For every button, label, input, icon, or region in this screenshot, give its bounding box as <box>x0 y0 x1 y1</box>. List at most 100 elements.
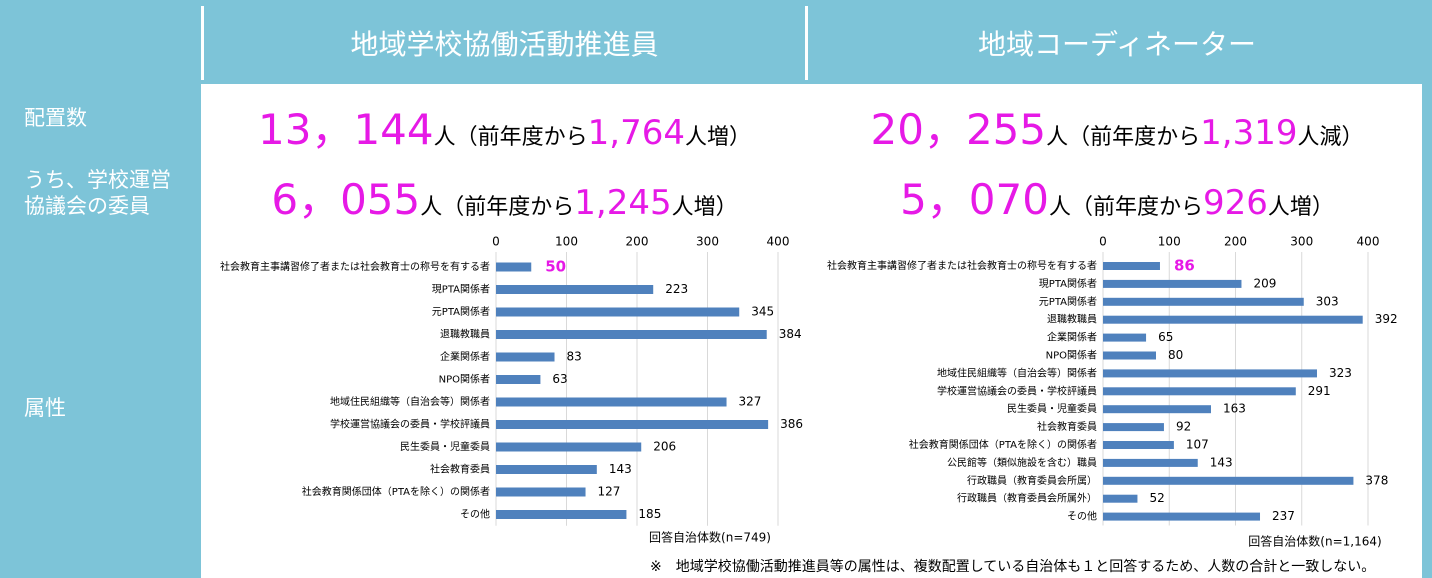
x-tick-label: 400 <box>767 236 790 249</box>
bar <box>496 510 627 519</box>
bar <box>496 330 767 339</box>
value-label: 386 <box>780 417 803 431</box>
x-tick-label: 400 <box>1357 236 1380 249</box>
x-tick-label: 300 <box>696 236 719 249</box>
value-label: 143 <box>609 462 632 476</box>
bar <box>1103 441 1174 449</box>
value-label: 92 <box>1176 420 1191 434</box>
bar <box>1103 369 1317 378</box>
category-label: 学校運営協議会の委員・学校評議員 <box>937 384 1097 397</box>
bar <box>1103 297 1304 306</box>
bar <box>1103 458 1198 467</box>
x-tick-label: 200 <box>1224 236 1247 249</box>
bar <box>496 375 541 384</box>
bar <box>1103 512 1261 521</box>
category-label: 公民館等（類似施設を含む）職員 <box>947 456 1097 469</box>
category-label: 地域住民組織等（自治会等）関係者 <box>330 395 490 408</box>
bar <box>496 352 555 362</box>
row-label-text: うち、学校運営協議会の委員 <box>24 168 171 218</box>
bar <box>496 307 740 317</box>
row-label: 属性 <box>8 236 197 578</box>
x-tick-label: 300 <box>1290 236 1313 249</box>
bar <box>1103 279 1242 288</box>
count: 20，255 <box>870 105 1047 154</box>
category-label: 現PTA関係者 <box>1039 278 1097 290</box>
value-label: 63 <box>552 372 567 386</box>
bar <box>1103 333 1147 342</box>
x-tick-label: 200 <box>626 236 649 249</box>
value-label: 303 <box>1316 294 1339 308</box>
unit: 人（前年度から <box>1046 125 1201 150</box>
bar <box>496 420 769 429</box>
value-label: 327 <box>739 395 762 409</box>
category-label: 行政職員（教育委員会所属外） <box>957 492 1097 505</box>
bar <box>496 442 642 452</box>
unit: 人（前年度から <box>433 125 588 150</box>
change: 926 <box>1202 183 1268 223</box>
bar <box>1103 476 1354 485</box>
row-label: うち、学校運営協議会の委員 <box>8 154 197 232</box>
category-label: 退職教職員 <box>440 328 490 341</box>
bar <box>1103 387 1296 396</box>
bar <box>496 465 597 474</box>
x-tick-label: 100 <box>555 236 578 249</box>
category-label: 行政職員（教育委員会所属） <box>967 474 1097 487</box>
unit: 人（前年度から <box>420 195 575 220</box>
x-tick-label: 100 <box>1158 236 1181 249</box>
category-label: 元PTA関係者 <box>432 306 490 318</box>
category-label: 退職教職員 <box>1047 313 1097 326</box>
category-label: その他 <box>1067 510 1097 523</box>
count-cell: 13，144 人（前年度から 1,764 人増） <box>201 84 808 154</box>
value-label: 80 <box>1168 348 1183 362</box>
bar <box>496 487 586 497</box>
value-label: 378 <box>1365 473 1388 487</box>
annotation: 回答自治体数(n=1,164) <box>1248 534 1381 549</box>
category-label: 社会教育関係団体（PTAを除く）の関係者 <box>909 438 1097 451</box>
category-label: 現PTA関係者 <box>432 284 490 296</box>
category-label: 地域住民組織等（自治会等）関係者 <box>937 366 1097 379</box>
count: 13，144 <box>258 105 434 154</box>
category-label: その他 <box>460 508 490 521</box>
corner <box>0 0 197 80</box>
category-label: 企業関係者 <box>1047 331 1097 344</box>
chart: 0 100 200 300 400 社会教育主事講習修了者または社会教育士の称号を有する者… <box>827 236 1398 549</box>
bar <box>1103 494 1138 503</box>
bar <box>1103 262 1160 270</box>
value-label: 83 <box>567 350 582 364</box>
value-label: 206 <box>653 440 676 454</box>
sep <box>201 150 1422 154</box>
count-cell: 6，055 人（前年度から 1,245 人増） <box>201 154 808 232</box>
category-label: 民生委員・児童委員 <box>1007 402 1097 415</box>
suffix: 人増） <box>671 195 738 220</box>
bar <box>1103 423 1164 432</box>
change: 1,319 <box>1200 113 1298 153</box>
category-label: NPO関係者 <box>1046 350 1097 362</box>
bar <box>496 397 727 407</box>
category-label: 学校運営協議会の委員・学校評議員 <box>330 418 490 431</box>
category-label: 元PTA関係者 <box>1039 296 1097 308</box>
category-label: 社会教育委員 <box>430 463 490 476</box>
value-label: 163 <box>1223 402 1246 416</box>
value-label: 237 <box>1272 509 1295 523</box>
category-label: 企業関係者 <box>440 350 490 363</box>
count-cell: 5，070 人（前年度から 926 人増） <box>812 154 1422 232</box>
category-label: 社会教育主事講習修了者または社会教育士の称号を有する者 <box>220 260 490 273</box>
suffix: 人増） <box>684 125 751 150</box>
value-label: 52 <box>1149 491 1164 505</box>
value-label: 50 <box>545 258 566 276</box>
value-label: 209 <box>1253 276 1276 290</box>
count: 5，070 <box>900 175 1049 224</box>
value-label: 107 <box>1186 438 1209 452</box>
category-label: 民生委員・児童委員 <box>400 440 490 453</box>
value-label: 384 <box>779 327 802 341</box>
bar <box>1103 405 1211 414</box>
value-label: 392 <box>1375 312 1398 326</box>
change: 1,245 <box>574 183 672 223</box>
count: 6，055 <box>271 175 421 224</box>
count-cell: 20，255 人（前年度から 1,319 人減） <box>812 84 1422 154</box>
annotation: 回答自治体数(n=749) <box>649 530 771 545</box>
chart: 0 100 200 300 400 社会教育主事講習修了者または社会教育士の称号を有する者… <box>220 236 803 545</box>
unit: 人（前年度から <box>1048 195 1203 220</box>
value-label: 127 <box>598 485 621 499</box>
